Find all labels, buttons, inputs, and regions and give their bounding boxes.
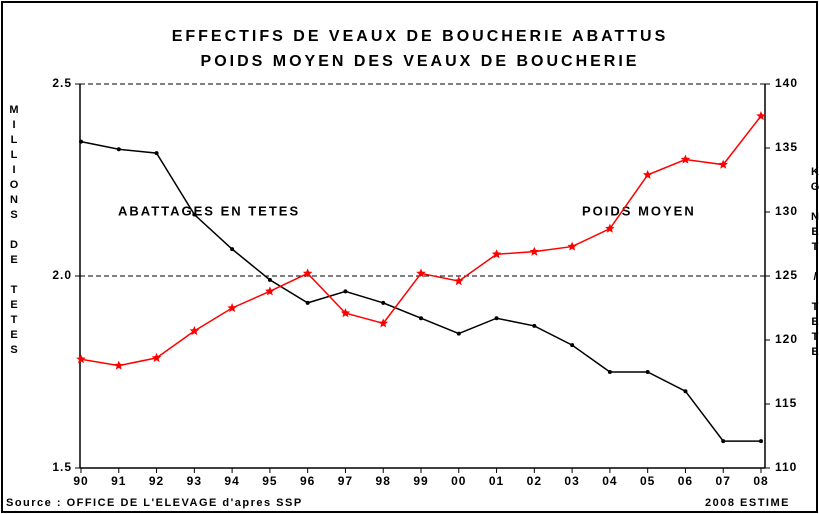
x-tick-label: 96 [300,474,315,488]
x-tick-label: 02 [527,474,542,488]
marker [381,300,386,305]
marker [116,147,121,152]
marker [267,277,272,282]
x-tick-label: 93 [187,474,202,488]
x-tick-label: 00 [451,474,466,488]
x-tick-label: 08 [753,474,768,488]
y2-tick-label: 130 [775,204,798,218]
x-tick-label: 98 [376,474,391,488]
marker [419,316,423,321]
x-tick-label: 99 [413,474,428,488]
marker [567,241,577,251]
marker [642,169,653,179]
marker [230,247,235,252]
y-tick-label: 2.5 [52,76,72,90]
y2-tick-label: 140 [775,76,798,90]
marker [76,354,86,364]
marker [227,303,237,312]
y-tick-label: 2.0 [52,268,72,282]
y2-tick-label: 135 [775,140,798,154]
x-tick-label: 06 [678,474,693,488]
marker [456,331,461,336]
marker [529,246,540,256]
marker [645,370,650,374]
x-tick-label: 91 [111,474,126,488]
marker [532,323,537,328]
marker [721,439,726,444]
note: 2008 ESTIME [705,497,790,509]
marker [683,389,688,394]
y-tick-label: 1.5 [52,460,72,474]
annotation: POIDS MOYEN [582,203,696,218]
series-line [80,115,762,367]
marker [570,343,575,348]
marker [265,286,275,296]
x-tick-label: 92 [149,474,164,488]
marker [305,300,310,305]
x-tick-label: 90 [73,474,88,488]
marker [454,276,464,286]
marker [343,289,348,294]
marker [340,308,351,318]
y-axis-label: MILLIONS DE TETES [8,104,20,359]
y2-tick-label: 115 [775,396,797,410]
marker [759,439,763,444]
y2-tick-label: 120 [775,332,798,346]
marker [378,318,388,328]
marker [605,223,615,233]
y2-tick-label: 110 [775,460,797,474]
x-tick-label: 97 [338,474,353,488]
x-tick-label: 03 [564,474,579,488]
annotation: ABATTAGES EN TETES [118,203,300,218]
marker [494,316,499,321]
marker [718,159,728,169]
y2-tick-label: 125 [775,268,798,282]
marker [607,370,612,374]
series-line [80,140,761,442]
marker [189,326,200,336]
x-tick-label: 01 [489,474,504,488]
marker [680,154,691,164]
x-tick-label: 04 [602,474,617,488]
marker [192,212,197,217]
y2-axis-label: KG NET / TETE [809,166,819,361]
marker [756,111,766,120]
x-tick-label: 05 [640,474,655,488]
x-tick-label: 07 [716,474,731,488]
marker [491,249,502,259]
marker [302,268,313,278]
chart-title: EFFECTIFS DE VEAUX DE BOUCHERIE ABATTUS [172,28,669,45]
marker [79,139,83,144]
marker [151,352,162,362]
marker [114,360,124,370]
source: Source : OFFICE DE L'ELEVAGE d'apres SSP [6,497,303,509]
marker [416,268,426,278]
chart-subtitle: POIDS MOYEN DES VEAUX DE BOUCHERIE [201,53,640,70]
marker [154,151,159,156]
x-tick-label: 94 [224,474,239,488]
x-tick-label: 95 [262,474,277,488]
